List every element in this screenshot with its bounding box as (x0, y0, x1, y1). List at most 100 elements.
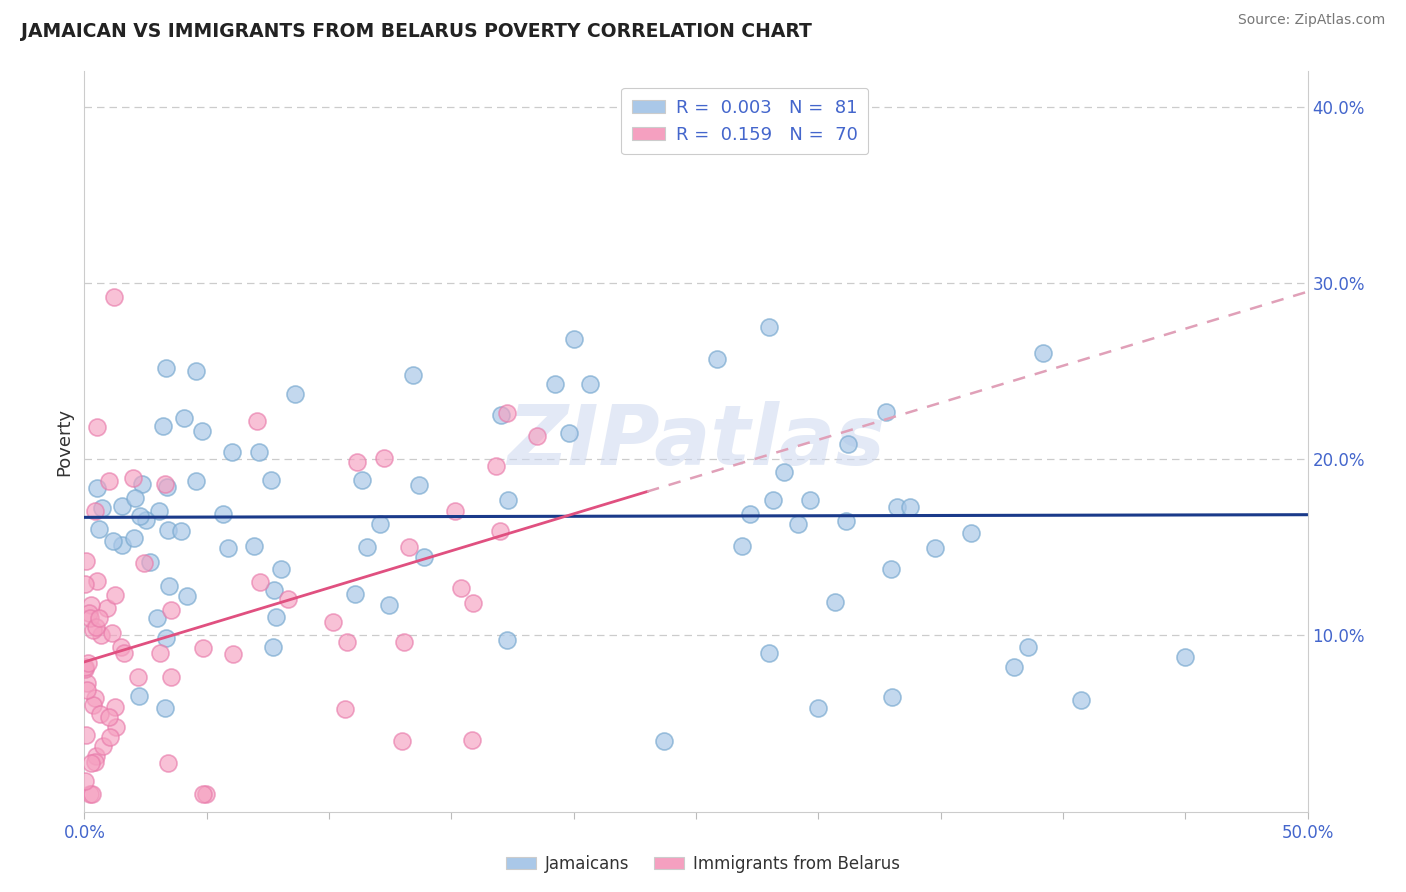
Point (263, 583, 285, 598)
Point (706, 351, 728, 366)
Point (652, 734, 675, 748)
Point (373, 450, 395, 465)
Point (544, 377, 567, 392)
Point (496, 406, 519, 420)
Point (243, 540, 266, 554)
Point (156, 523, 179, 537)
Point (875, 405, 897, 419)
Point (557, 425, 579, 440)
Point (80, 756, 103, 771)
Point (86, 574, 108, 588)
Point (155, 360, 177, 375)
Point (160, 670, 183, 684)
Point (1070, 693, 1092, 707)
Point (270, 562, 292, 576)
Point (98, 730, 121, 744)
Point (1174, 649, 1197, 664)
Point (128, 689, 150, 703)
Point (97, 474, 120, 488)
Point (98, 709, 121, 723)
Text: JAMAICAN VS IMMIGRANTS FROM BELARUS POVERTY CORRELATION CHART: JAMAICAN VS IMMIGRANTS FROM BELARUS POVE… (21, 22, 813, 41)
Point (222, 647, 245, 661)
Point (122, 470, 145, 484)
Point (84, 504, 107, 518)
Point (346, 455, 368, 469)
Point (73, 660, 96, 674)
Point (131, 477, 153, 491)
Point (79, 611, 101, 625)
Point (762, 493, 785, 508)
Point (157, 579, 180, 593)
Point (402, 368, 425, 383)
Point (91, 739, 114, 754)
Point (135, 513, 157, 527)
Point (378, 598, 401, 612)
Point (1017, 640, 1039, 654)
Point (146, 611, 169, 625)
Point (79, 787, 101, 801)
Point (262, 640, 284, 654)
Point (77, 606, 100, 620)
Point (89, 706, 111, 721)
Point (398, 540, 420, 554)
Point (73, 773, 96, 788)
Text: ZIPatlas: ZIPatlas (508, 401, 884, 482)
Point (169, 524, 191, 538)
Point (799, 493, 821, 508)
Point (129, 509, 152, 524)
Point (264, 610, 287, 624)
Point (159, 603, 181, 617)
Point (880, 562, 903, 576)
Point (260, 473, 283, 487)
Point (96, 600, 118, 615)
Point (87, 610, 110, 624)
Point (837, 437, 859, 451)
Point (191, 640, 214, 655)
Point (740, 507, 762, 521)
Point (488, 524, 510, 538)
Point (336, 635, 359, 649)
Point (153, 701, 176, 715)
Point (880, 690, 903, 705)
Point (84, 748, 107, 763)
Y-axis label: Poverty: Poverty (55, 408, 73, 475)
Point (124, 491, 146, 506)
Point (249, 575, 271, 590)
Point (413, 550, 436, 565)
Point (344, 587, 367, 601)
Point (277, 591, 299, 606)
Point (184, 364, 207, 378)
Point (247, 445, 270, 459)
Point (444, 504, 467, 518)
Point (104, 720, 127, 734)
Point (83, 691, 105, 706)
Point (392, 635, 415, 649)
Point (191, 787, 214, 801)
Point (924, 541, 946, 556)
Point (176, 589, 198, 603)
Point (104, 587, 127, 601)
Point (579, 377, 602, 392)
Legend: R =  0.003   N =  81, R =  0.159   N =  70: R = 0.003 N = 81, R = 0.159 N = 70 (621, 87, 869, 154)
Point (75, 554, 97, 568)
Point (82, 698, 104, 713)
Point (246, 414, 269, 428)
Point (450, 581, 472, 595)
Point (960, 526, 983, 541)
Point (807, 701, 830, 715)
Point (73, 662, 96, 676)
Point (155, 632, 177, 646)
Point (787, 516, 810, 531)
Point (84, 620, 107, 634)
Point (91, 501, 114, 516)
Point (152, 419, 174, 434)
Point (153, 476, 176, 491)
Point (90, 627, 112, 641)
Point (139, 555, 162, 569)
Point (835, 514, 858, 528)
Point (148, 504, 170, 518)
Point (149, 647, 172, 661)
Point (758, 320, 780, 334)
Point (496, 493, 519, 508)
Point (408, 478, 430, 492)
